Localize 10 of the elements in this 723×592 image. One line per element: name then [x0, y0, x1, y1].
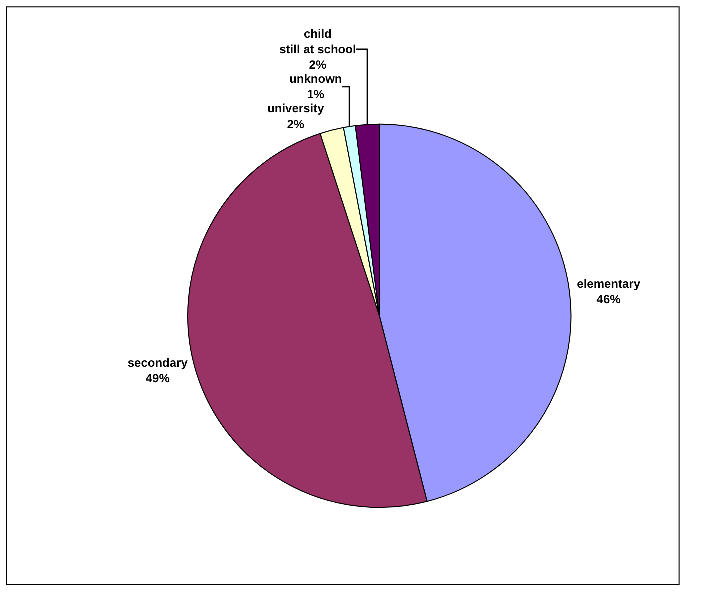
- data-label: 46%: [596, 292, 622, 307]
- data-label: 49%: [146, 371, 170, 386]
- slice-label: child still at school: [280, 26, 356, 57]
- data-label: 1%: [307, 88, 325, 102]
- slice-label: secondary: [128, 356, 188, 370]
- slice-label: university: [268, 102, 325, 116]
- data-label: 2%: [309, 58, 327, 72]
- data-label: 2%: [287, 117, 305, 132]
- slice-label: elementary: [577, 276, 641, 291]
- slice-label: unknown: [290, 72, 342, 86]
